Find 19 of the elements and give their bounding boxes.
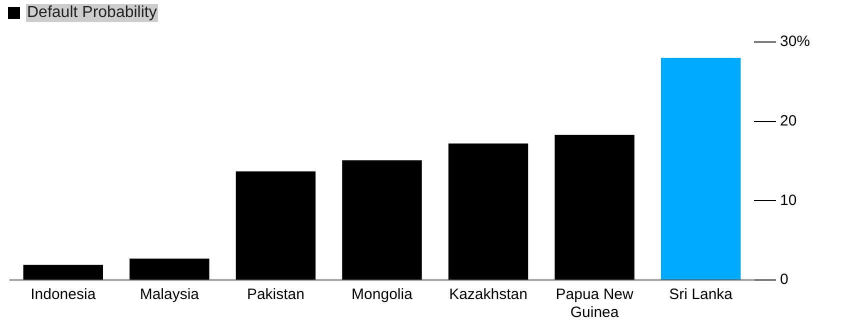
x-tick-label: Papua New Guinea [556, 286, 634, 322]
bar [554, 134, 634, 280]
y-tick-label: 30% [780, 33, 810, 50]
bar [236, 171, 316, 280]
bar [342, 160, 422, 280]
x-tick-label: Mongolia [352, 286, 414, 304]
x-tick-label: Indonesia [30, 286, 96, 304]
bar [130, 258, 210, 280]
y-tick-label: 20 [780, 112, 797, 130]
y-tick-label: 10 [780, 192, 797, 209]
x-tick-label: Pakistan [246, 286, 304, 304]
legend-label: Default Probability [26, 4, 158, 22]
bar [660, 58, 741, 280]
y-tick-label: 0 [780, 271, 788, 288]
x-tick-label: Malaysia [140, 286, 200, 304]
bar [23, 264, 103, 280]
x-tick-label: Kazakhstan [449, 286, 528, 304]
bar [448, 144, 528, 280]
x-tick-label: Sri Lanka [669, 286, 734, 304]
